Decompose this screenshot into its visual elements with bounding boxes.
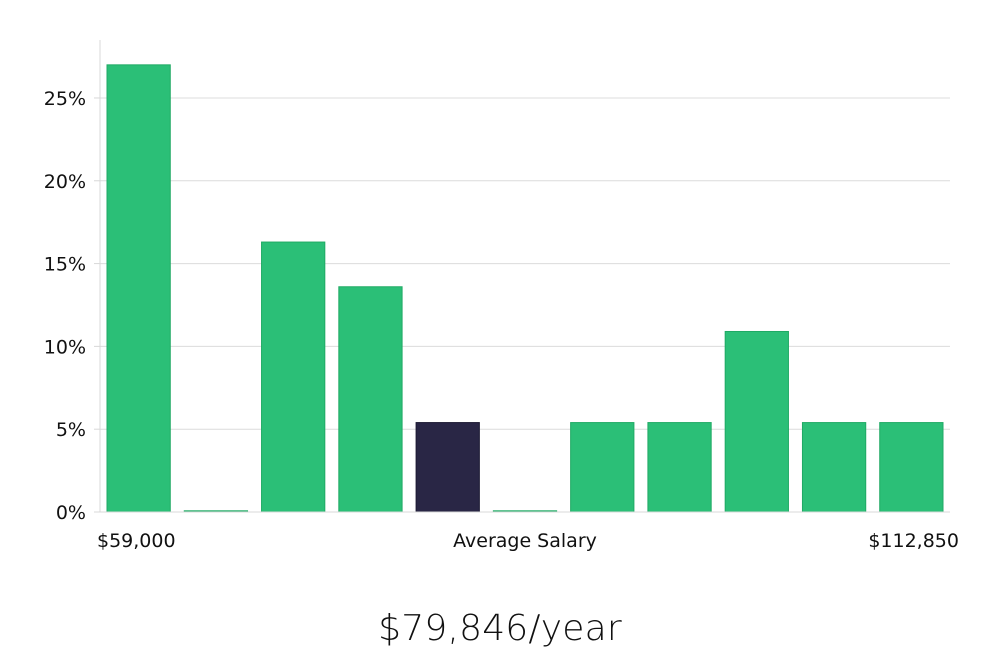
bar bbox=[647, 422, 712, 513]
bar bbox=[338, 286, 403, 513]
bar bbox=[724, 330, 789, 513]
y-tick-label: 10% bbox=[44, 336, 86, 358]
y-tick-label: 20% bbox=[44, 171, 86, 193]
bar bbox=[106, 64, 171, 513]
x-axis-min-label: $59,000 bbox=[97, 530, 176, 552]
y-axis-ticks: 0% 5% 10% 15% 20% 25% bbox=[44, 88, 100, 524]
grid-lines bbox=[100, 97, 950, 430]
bar bbox=[801, 422, 867, 513]
y-tick-label: 15% bbox=[44, 254, 86, 276]
y-tick-label: 5% bbox=[56, 419, 86, 441]
bar bbox=[879, 422, 944, 513]
average-salary-value: $79,846/year bbox=[378, 608, 622, 649]
bar-average-salary bbox=[415, 422, 480, 513]
y-tick-label: 0% bbox=[56, 502, 86, 524]
x-axis-max-label: $112,850 bbox=[868, 530, 959, 552]
bar bbox=[570, 422, 635, 513]
x-axis-title: Average Salary bbox=[453, 530, 597, 552]
bars bbox=[106, 64, 944, 513]
bar bbox=[261, 241, 326, 513]
y-tick-label: 25% bbox=[44, 88, 86, 110]
